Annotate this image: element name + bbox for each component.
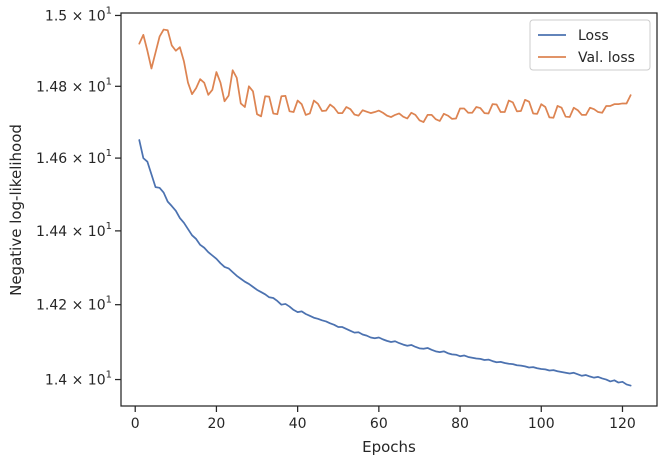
legend-label-loss: Loss: [578, 28, 609, 44]
x-tick-label: 80: [451, 416, 469, 432]
lines-layer: [138, 28, 632, 387]
legend-label-val-loss: Val. loss: [578, 50, 635, 66]
series-line-loss: [138, 139, 632, 387]
legend: Loss Val. loss: [529, 19, 651, 71]
x-tick-label: 20: [208, 416, 226, 432]
y-tick-label: 1.48 × 101: [36, 76, 112, 95]
x-axis-label: Epochs: [362, 438, 416, 456]
y-tick-label: 1.44 × 101: [36, 221, 112, 240]
ticks-layer: 0 20 40 60 80 100 120 1.4 × 101 1.42 × 101 1.44 ×…: [36, 5, 636, 432]
axes-frame: [120, 12, 658, 407]
x-tick-label: 100: [528, 416, 555, 432]
x-tick-label: 60: [370, 416, 388, 432]
x-tick-label: 120: [609, 416, 636, 432]
y-tick-label: 1.5 × 101: [45, 5, 112, 24]
y-axis-label: Negative log-likelihood: [7, 124, 25, 296]
y-tick-label: 1.42 × 101: [36, 295, 112, 314]
y-tick-label: 1.46 × 101: [36, 148, 112, 167]
series-line-val-loss: [138, 28, 632, 123]
x-tick-label: 40: [289, 416, 307, 432]
y-tick-label: 1.4 × 101: [45, 370, 112, 389]
x-tick-label: 0: [131, 416, 140, 432]
